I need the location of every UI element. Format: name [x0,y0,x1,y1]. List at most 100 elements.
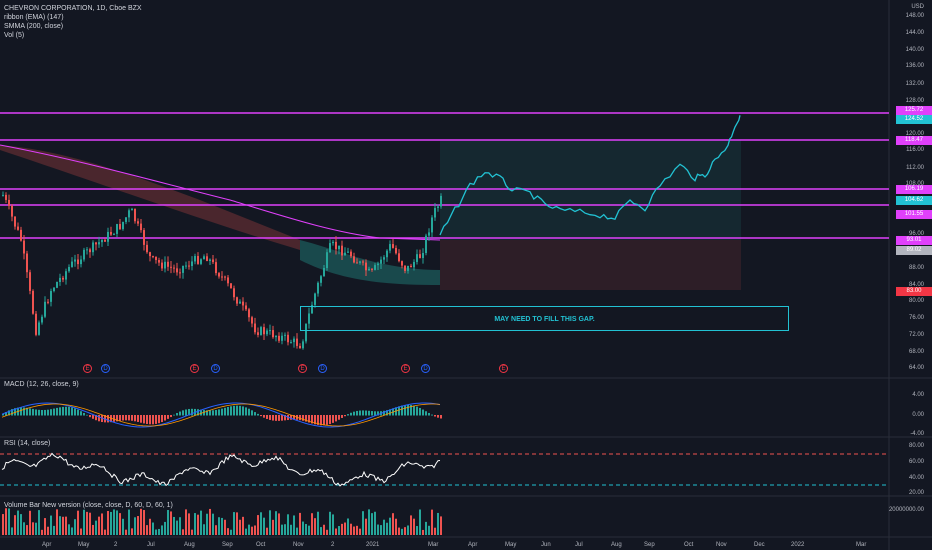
volume-bar [215,525,217,535]
macd-histogram-bar [14,408,16,416]
volume-bar [338,526,340,535]
macd-histogram-bar [407,404,409,416]
earnings-marker[interactable]: E [499,364,508,373]
macd-histogram-bar [140,415,142,423]
volume-bar [371,513,373,535]
volume-bar [254,525,256,535]
macd-histogram-bar [416,406,418,416]
macd-histogram-bar [356,410,358,416]
candle-body [407,265,409,271]
volume-bar [50,515,52,535]
dividend-marker[interactable]: D [211,364,220,373]
macd-histogram-bar [158,415,160,424]
indicator-smma[interactable]: SMMA (200, close) [4,23,64,30]
candle-body [119,224,121,230]
volume-bar [194,513,196,535]
volume-bar [257,515,259,535]
macd-histogram-bar [305,415,307,422]
candle-body [434,207,436,218]
volume-bar [14,515,16,535]
candle-body [359,261,361,263]
macd-axis-tick: 4.00 [912,392,924,398]
candle-body [266,330,268,335]
candle-body [62,277,64,280]
volume-bar [296,527,298,535]
candle-body [134,208,136,222]
macd-histogram-bar [41,410,43,416]
volume-bar [137,516,139,535]
candle-body [254,323,256,333]
macd-histogram-bar [173,414,175,416]
macd-histogram-bar [119,415,121,421]
candle-body [305,323,307,342]
candle-body [206,256,208,261]
macd-histogram-bar [353,411,355,416]
macd-histogram-bar [65,406,67,416]
macd-histogram-bar [125,415,127,421]
time-axis-tick: Aug [611,542,622,548]
macd-histogram-bar [311,415,313,424]
volume-bar [149,518,151,535]
indicator-volume[interactable]: Vol (5) [4,32,25,39]
earnings-marker[interactable]: E [83,364,92,373]
candle-body [59,277,61,283]
volume-bar [158,528,160,535]
candle-body [2,194,4,196]
candle-body [191,261,193,267]
candle-body [128,210,130,218]
time-axis-tick: May [505,542,517,548]
indicator-ema-ribbon[interactable]: ribbon (EMA) (147) [4,14,64,21]
earnings-marker[interactable]: E [298,364,307,373]
macd-histogram-bar [68,406,70,416]
candle-body [29,272,31,291]
candle-body [392,244,394,248]
price-axis-tick: 128.00 [905,98,924,104]
macd-label[interactable]: MACD (12, 26, close, 9) [4,381,79,388]
candle-body [332,241,334,244]
volume-bar [437,512,439,535]
macd-histogram-bar [422,409,424,416]
volume-bar [185,509,187,535]
volume-bar [317,511,319,535]
time-axis-tick: Nov [716,542,727,548]
candle-body [347,251,349,253]
volume-bar [35,522,37,535]
volume-bar [302,521,304,535]
candle-body [155,256,157,261]
volume-bar [182,529,184,535]
macd-histogram-bar [176,413,178,416]
candle-body [260,327,262,335]
volume-bar [278,513,280,535]
macd-histogram-bar [239,405,241,416]
dividend-marker[interactable]: D [318,364,327,373]
volume-bar [233,512,235,535]
volume-label[interactable]: Volume Bar New version (close, close, D,… [4,502,173,509]
dividend-marker[interactable]: D [421,364,430,373]
macd-histogram-bar [227,406,229,416]
macd-histogram-bar [266,415,268,419]
time-axis-tick: Mar [428,542,439,548]
candle-body [233,288,235,298]
candle-body [158,260,160,263]
volume-bar [2,514,4,535]
symbol-title[interactable]: CHEVRON CORPORATION, 1D, Cboe BZX [4,5,142,12]
rsi-label[interactable]: RSI (14, close) [4,440,51,447]
earnings-marker[interactable]: E [190,364,199,373]
dividend-marker[interactable]: D [101,364,110,373]
gap-annotation-box[interactable]: MAY NEED TO FILL THIS GAP. [300,306,789,331]
volume-bar [107,510,109,535]
macd-histogram-bar [137,415,139,422]
candle-body [245,305,247,310]
macd-histogram-bar [251,410,253,416]
volume-bar [320,527,322,535]
volume-bar [32,522,34,535]
volume-bar [11,527,13,535]
time-axis-tick: Mar [856,542,867,548]
price-tag: 124.52 [896,115,932,124]
candle-body [104,239,106,242]
price-axis-tick: 96.00 [908,231,924,237]
earnings-marker[interactable]: E [401,364,410,373]
volume-bar [170,511,172,535]
macd-histogram-bar [284,415,286,421]
